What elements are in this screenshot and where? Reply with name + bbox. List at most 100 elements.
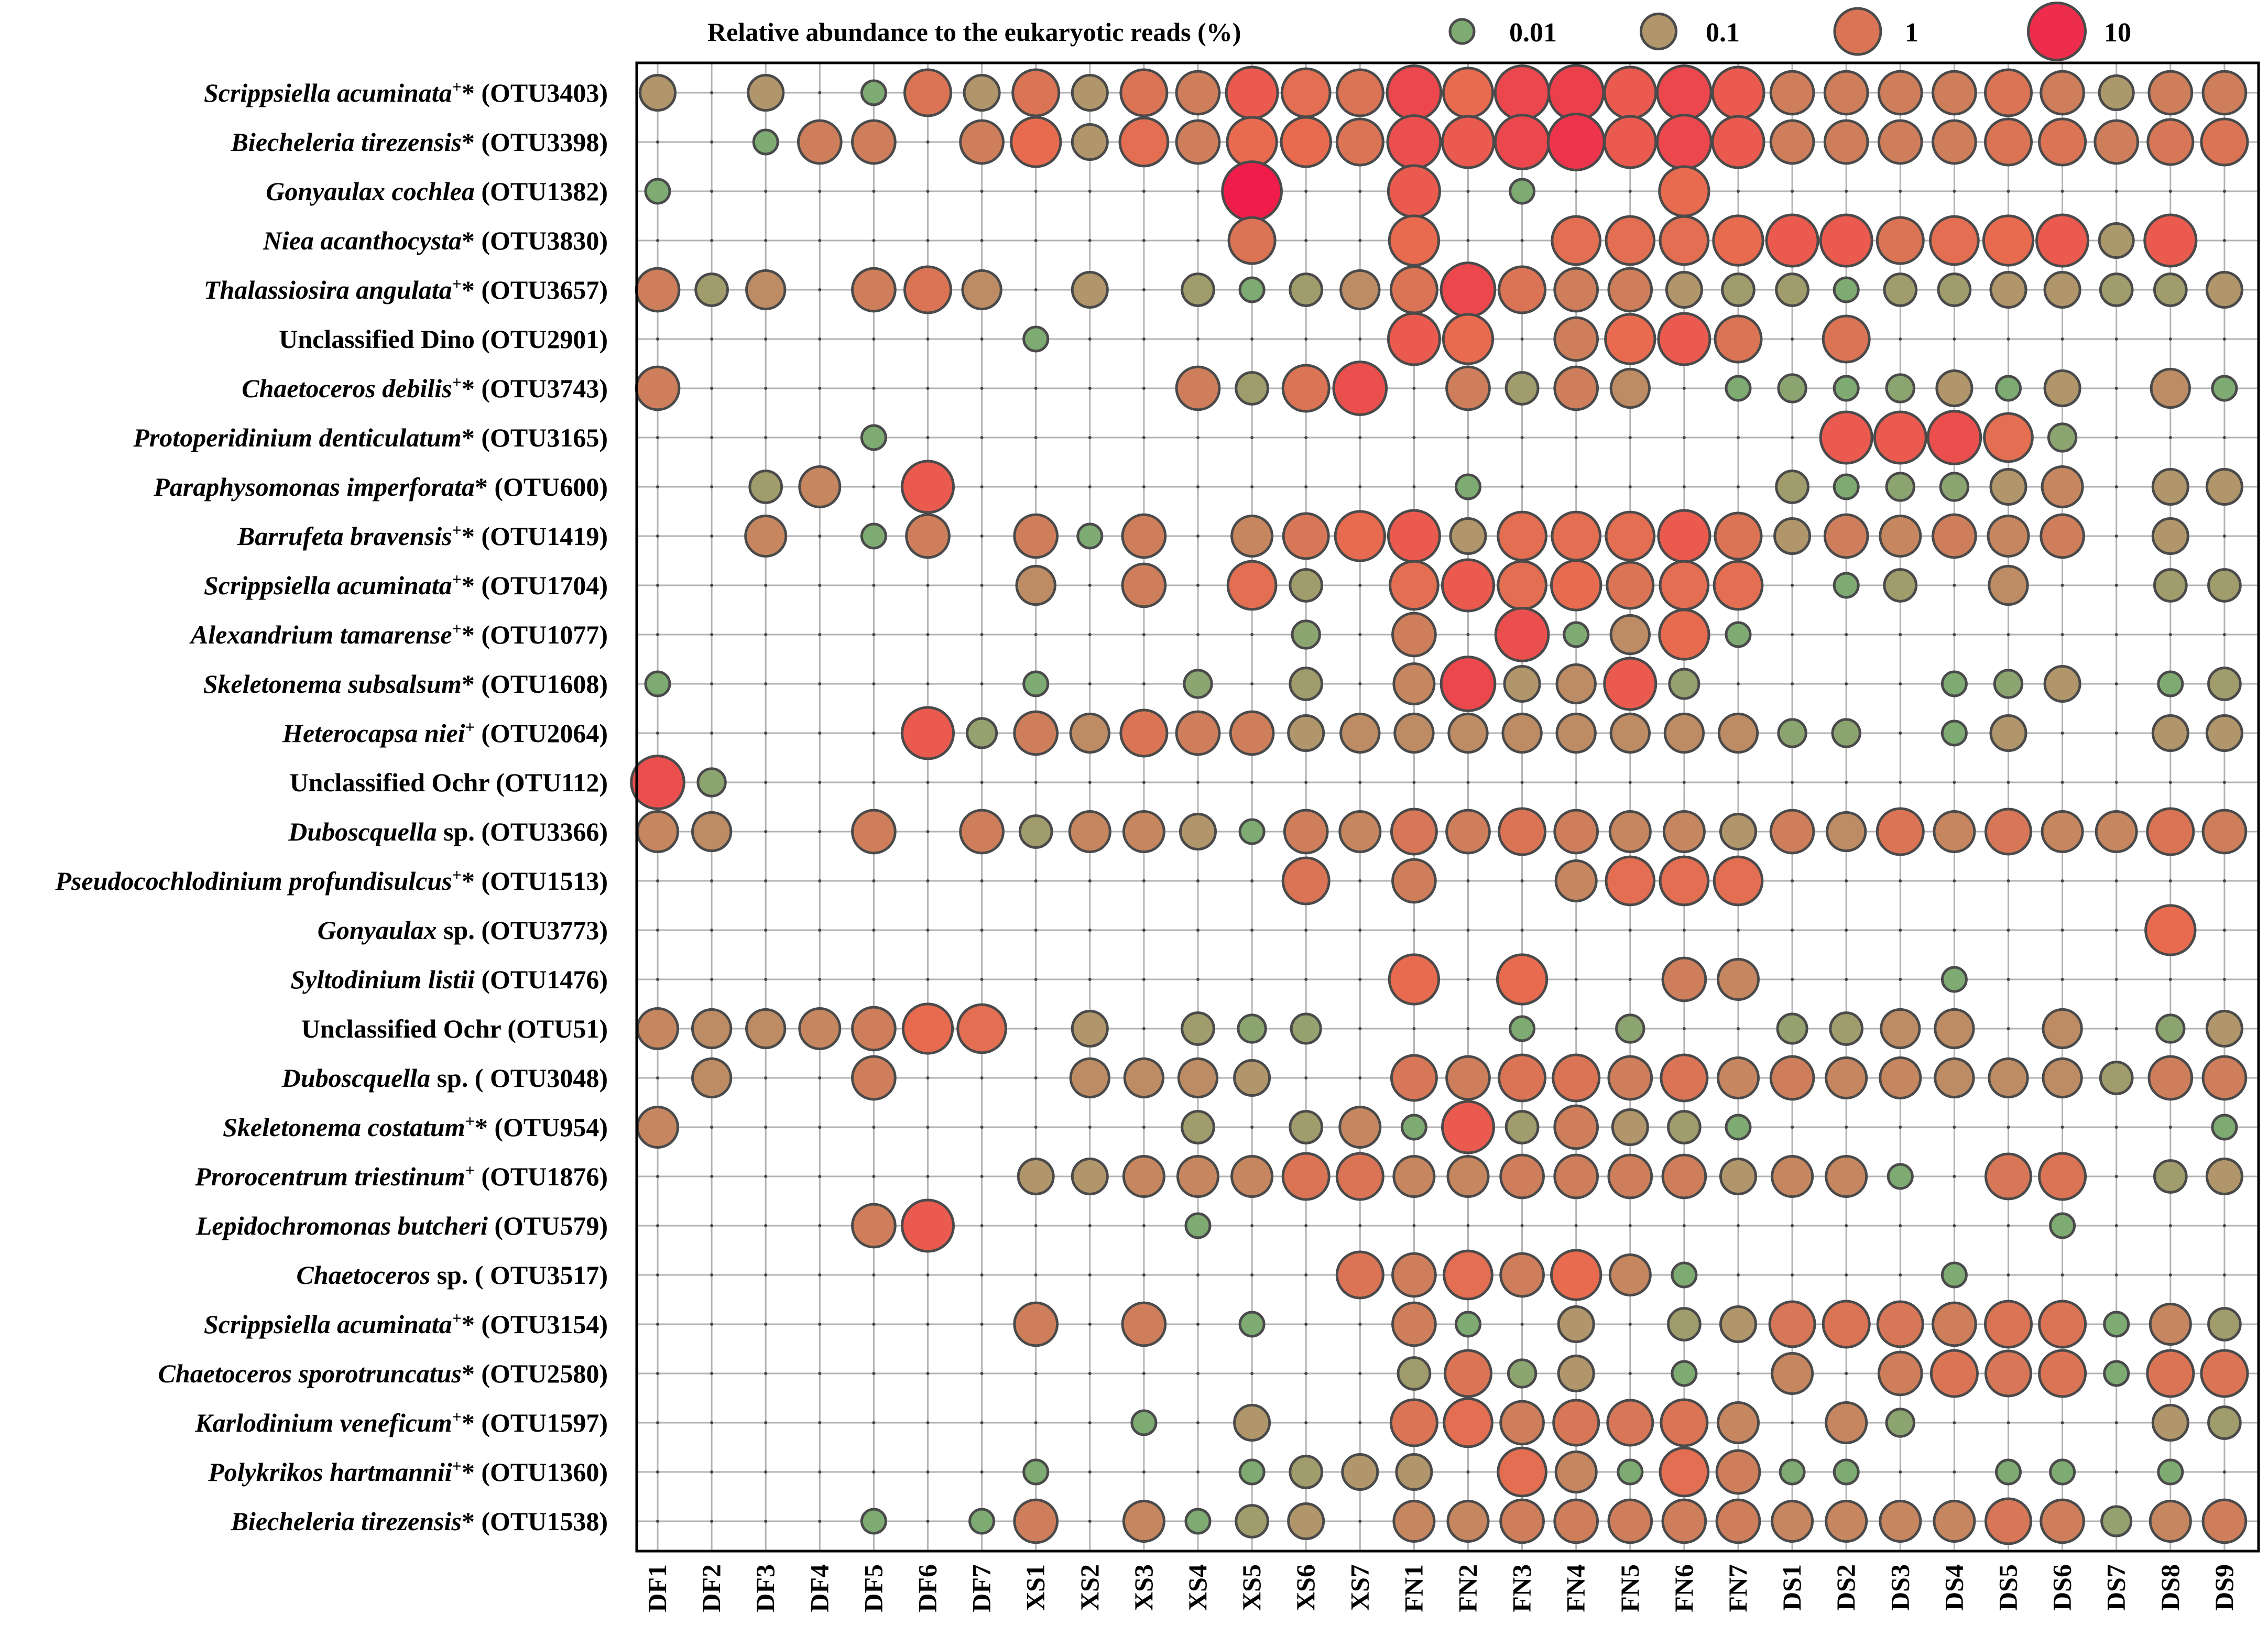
empty-dot <box>764 682 768 685</box>
empty-dot <box>710 1175 714 1178</box>
empty-dot <box>1034 288 1038 291</box>
bubble <box>1719 813 1757 850</box>
bubble <box>1389 1398 1438 1447</box>
empty-dot <box>764 978 768 981</box>
bubble <box>1229 710 1275 756</box>
bubble <box>1658 608 1710 661</box>
row-label-part: + <box>452 570 462 588</box>
row-label-part: Duboscquella <box>288 817 437 846</box>
row-label: Duboscquella sp. (OTU3366) <box>288 817 608 846</box>
bubble <box>1934 1008 1975 1050</box>
bubble <box>1238 276 1266 303</box>
empty-dot <box>764 239 768 242</box>
bubble <box>1660 1053 1709 1103</box>
bubble <box>635 365 681 411</box>
bubble <box>860 1508 887 1535</box>
bubble <box>2207 568 2242 603</box>
bubble <box>2150 367 2191 409</box>
empty-dot <box>1034 387 1038 390</box>
bubble <box>2153 568 2188 603</box>
bubble <box>1611 1108 1649 1146</box>
row-label: Scrippsiella acuminata+* (OTU3403) <box>204 77 608 107</box>
empty-dot <box>818 1470 822 1474</box>
bubble <box>1603 657 1658 711</box>
column-label: XS2 <box>1075 1564 1104 1611</box>
bubble <box>1716 957 1760 1001</box>
empty-cell-dots <box>656 91 2226 1523</box>
empty-dot <box>2222 929 2226 932</box>
empty-dot <box>1358 1076 1362 1079</box>
bubble <box>860 522 887 550</box>
empty-dot <box>1574 485 1578 488</box>
empty-dot <box>1196 1273 1200 1277</box>
bubble <box>1940 670 1968 697</box>
bubble <box>956 1003 1007 1054</box>
bubble <box>2049 1212 2076 1239</box>
empty-dot <box>1358 337 1362 341</box>
empty-dot <box>1628 978 1632 981</box>
bubble <box>1022 1458 1050 1486</box>
empty-dot <box>926 1273 930 1277</box>
bubble <box>1119 68 1169 117</box>
bubble <box>1455 1311 1481 1338</box>
bubble <box>2042 1057 2083 1099</box>
empty-dot <box>1899 732 1902 735</box>
empty-dot <box>1466 633 1470 636</box>
bubble <box>1607 1498 1653 1544</box>
empty-dot <box>1953 190 1956 193</box>
bubble <box>2035 213 2090 268</box>
bubble <box>1334 510 1386 562</box>
row-label: Skeletonema costatum+* (OTU954) <box>223 1111 608 1142</box>
column-label: DS3 <box>1885 1564 1914 1611</box>
bubble <box>1876 216 1925 265</box>
bubble <box>1822 314 1871 364</box>
empty-dot <box>926 1126 930 1129</box>
empty-dot <box>1142 288 1146 291</box>
row-label-part: Unclassified Dino (OTU2901) <box>279 324 608 354</box>
bubble <box>1993 669 2024 699</box>
empty-dot <box>2168 1126 2172 1129</box>
bubble <box>1069 712 1110 754</box>
row-label: Syltodinium listii (OTU1476) <box>290 965 608 994</box>
bubble <box>1605 215 1656 266</box>
bubble <box>2098 74 2135 111</box>
bubble <box>1825 1154 1868 1198</box>
empty-dot <box>1899 682 1902 685</box>
bubble <box>2201 1498 2248 1544</box>
bubble <box>1441 1100 1496 1154</box>
empty-dot <box>872 485 876 488</box>
empty-dot <box>1358 436 1362 439</box>
empty-dot <box>1899 190 1902 193</box>
empty-dot <box>2007 1027 2010 1030</box>
bubble <box>1819 213 1873 268</box>
empty-dot <box>656 929 659 932</box>
empty-dot <box>1358 1421 1362 1424</box>
empty-dot <box>656 239 659 242</box>
empty-dot <box>2060 633 2064 636</box>
empty-dot <box>1845 978 1848 981</box>
bubble <box>1876 807 1925 856</box>
bubble <box>1715 1498 1761 1544</box>
bubble <box>1445 365 1491 411</box>
bubble <box>1443 1397 1493 1448</box>
legend-label: 10 <box>2104 18 2131 48</box>
column-label: XS5 <box>1237 1564 1266 1611</box>
empty-dot <box>818 929 822 932</box>
empty-dot <box>1034 1421 1038 1424</box>
row-label-part: * (OTU3398) <box>462 127 608 157</box>
empty-dot <box>818 1372 822 1375</box>
bubble <box>2144 904 2197 956</box>
empty-dot <box>764 1126 768 1129</box>
bubble <box>1937 272 1972 307</box>
bubble <box>1283 809 1329 855</box>
empty-dot <box>980 1273 984 1277</box>
bubble <box>1713 560 1764 611</box>
bubble <box>1819 410 1873 465</box>
empty-dot <box>1682 1027 1686 1030</box>
empty-dot <box>872 1175 876 1178</box>
bubble <box>1771 1154 1814 1198</box>
empty-dot <box>1737 1273 1740 1277</box>
empty-dot <box>1628 1323 1632 1326</box>
column-label: XS3 <box>1129 1564 1158 1611</box>
empty-dot <box>1466 1470 1470 1474</box>
